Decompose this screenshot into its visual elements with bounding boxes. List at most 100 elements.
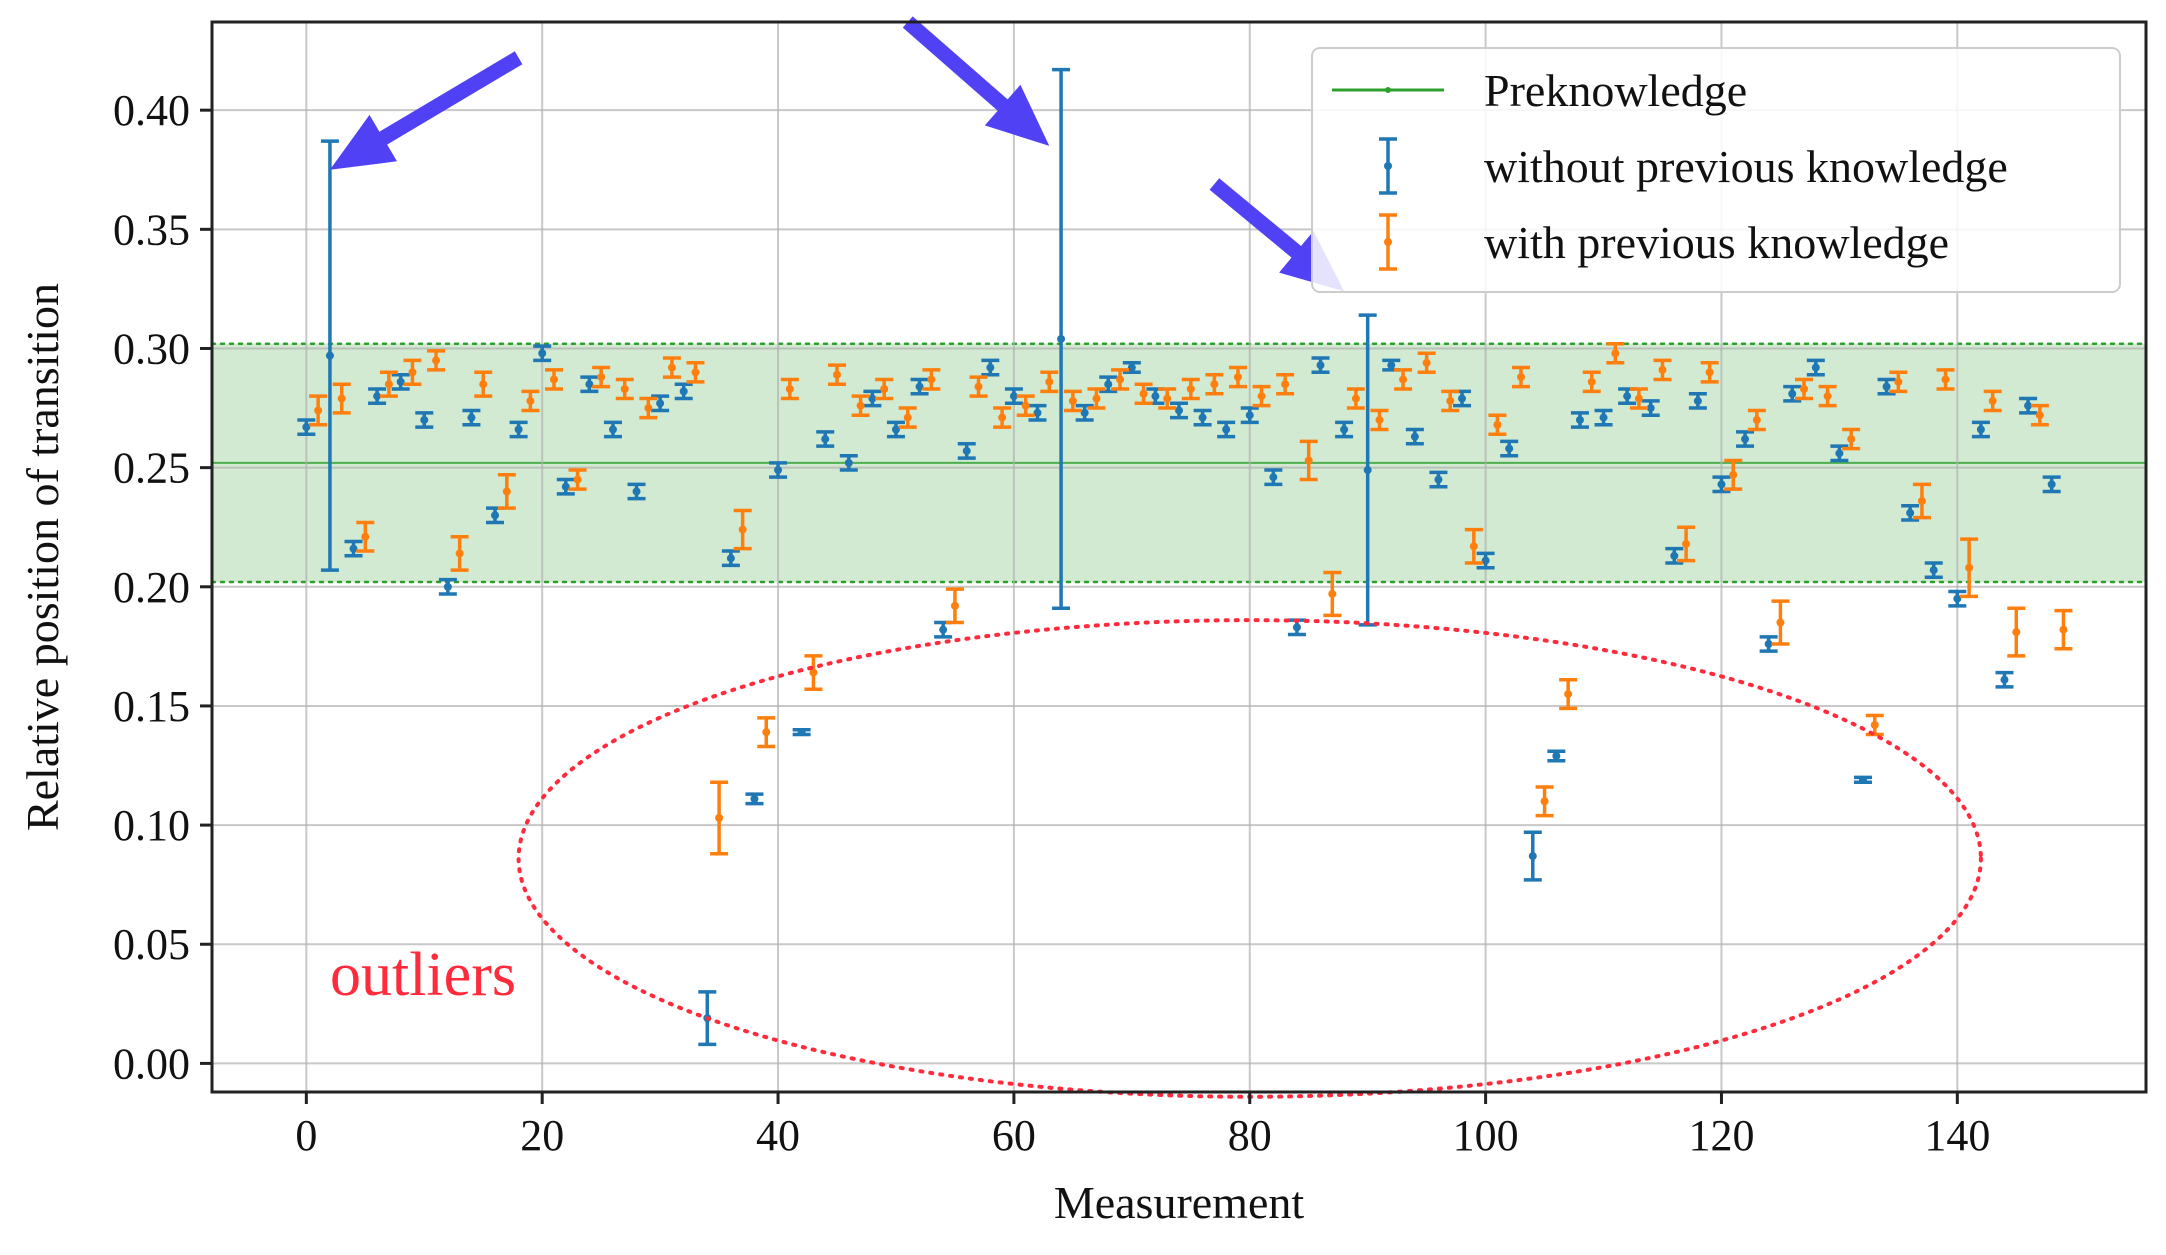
point-marker (644, 404, 653, 413)
data-point (1924, 561, 1943, 580)
annotations: outliers (329, 16, 1983, 1099)
data-point (910, 377, 929, 396)
data-point (1665, 546, 1684, 565)
point-marker (774, 466, 783, 475)
data-point (1052, 67, 1071, 610)
point-marker (573, 475, 582, 484)
data-point (450, 534, 469, 572)
data-point (1252, 384, 1271, 408)
data-point (886, 420, 905, 439)
data-point (368, 387, 387, 406)
data-point (816, 430, 835, 448)
point-marker (1304, 456, 1313, 465)
data-point (651, 394, 670, 413)
data-point (1736, 430, 1755, 448)
data-point (1276, 372, 1295, 396)
data-point (1783, 384, 1802, 403)
point-marker (1233, 373, 1242, 382)
x-tick-label: 80 (1228, 1111, 1272, 1160)
point-marker (1988, 396, 1997, 405)
data-point (1948, 589, 1967, 608)
data-point (875, 377, 894, 401)
point-marker (467, 413, 476, 422)
point-marker (1045, 377, 1054, 386)
point-marker (502, 487, 511, 496)
point-marker (2059, 625, 2068, 634)
outliers-label: outliers (330, 941, 516, 1009)
data-point (1889, 370, 1908, 394)
legend-marker-preknowledge-dot (1385, 87, 1391, 93)
point-marker (844, 458, 853, 467)
data-point (627, 482, 646, 501)
point-marker (939, 625, 948, 634)
data-point (1405, 427, 1424, 446)
point-marker (1823, 392, 1832, 401)
data-point (1170, 401, 1188, 420)
data-point (1063, 389, 1082, 413)
point-marker (1906, 508, 1915, 517)
point-marker (1611, 349, 1620, 358)
preknowledge-band-layer (210, 342, 2148, 584)
point-marker (1646, 404, 1655, 413)
legend: Preknowledge without previous knowledge … (1311, 47, 2121, 293)
point-marker (597, 373, 606, 382)
data-point (533, 344, 552, 363)
data-point (1028, 403, 1047, 422)
data-point (851, 394, 870, 417)
point-marker (2000, 675, 2009, 684)
point-marker (538, 349, 547, 358)
point-marker (585, 380, 594, 389)
data-series (297, 67, 2073, 1047)
data-point (1087, 387, 1106, 410)
point-marker (1847, 435, 1856, 444)
data-point (556, 477, 575, 496)
point-marker (868, 394, 877, 403)
data-point (1912, 482, 1931, 520)
data-point (1771, 599, 1790, 646)
series-without-previous-knowledge (297, 67, 2061, 1047)
point-marker (785, 384, 794, 393)
x-tick-label: 60 (992, 1111, 1036, 1160)
data-point (497, 473, 516, 510)
data-point (1004, 387, 1023, 406)
data-point (945, 587, 964, 625)
point-marker (974, 382, 983, 391)
data-point (1995, 670, 2014, 689)
y-tick-label: 0.30 (113, 324, 190, 373)
point-marker (1976, 425, 1985, 434)
point-marker (762, 728, 771, 737)
legend-label-without-previous-knowledge: without previous knowledge (1484, 141, 2008, 192)
pointer-arrow (1209, 178, 1345, 292)
data-point (1370, 408, 1389, 432)
point-marker (1729, 470, 1738, 479)
data-point (1464, 527, 1483, 565)
point-marker (962, 446, 971, 455)
point-marker (1481, 556, 1490, 565)
point-marker (656, 399, 665, 408)
data-point (1960, 537, 1979, 599)
data-point (1016, 394, 1035, 417)
point-marker (821, 435, 830, 444)
data-point (969, 375, 988, 398)
data-point (1535, 785, 1554, 818)
x-tick-label: 0 (295, 1111, 317, 1160)
point-marker (526, 396, 535, 405)
data-point (662, 356, 681, 379)
point-marker (1882, 382, 1891, 391)
axes: 0 20 40 60 80 100 120 140 0.00 0.05 0.10 0.15 0.20 0.… (113, 20, 2148, 1160)
point-marker (1623, 392, 1632, 401)
data-point (344, 539, 363, 558)
point-marker (1163, 394, 1172, 403)
data-point (1641, 399, 1660, 417)
data-point (1830, 444, 1849, 463)
data-point (804, 654, 823, 692)
data-point (1158, 387, 1177, 410)
point-marker (384, 380, 393, 389)
data-point (403, 358, 422, 386)
point-marker (2047, 480, 2056, 489)
data-point (721, 549, 740, 568)
point-marker (1575, 415, 1584, 424)
data-point (1795, 377, 1814, 401)
point-marker (491, 511, 500, 520)
x-tick-label: 40 (756, 1111, 800, 1160)
